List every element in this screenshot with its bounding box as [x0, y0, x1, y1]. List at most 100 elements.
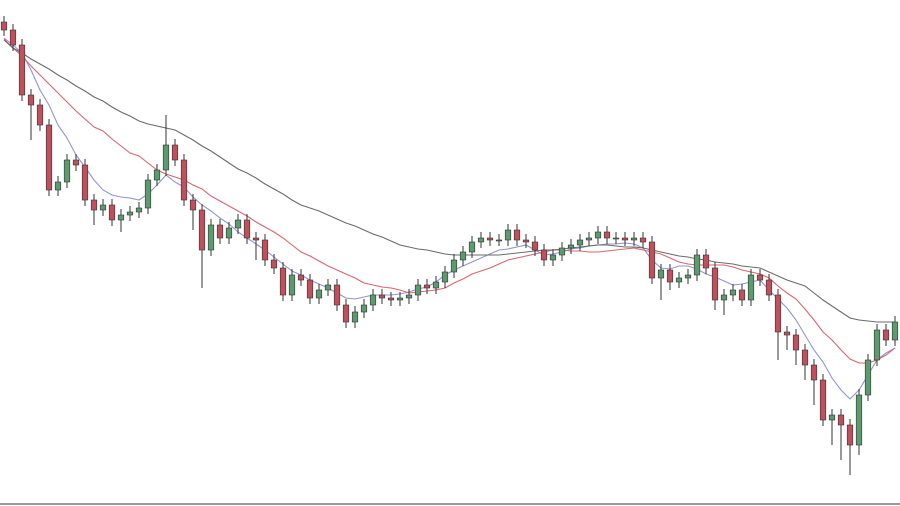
candle-body: [603, 231, 611, 239]
candle-body: [729, 289, 737, 296]
candle-body: [891, 321, 899, 341]
candle-body: [756, 274, 764, 281]
candle-body: [801, 349, 809, 366]
candle-body: [828, 414, 836, 421]
candle-body: [234, 219, 242, 229]
candle-body: [468, 241, 476, 253]
candle-body: [72, 159, 80, 166]
candle-body: [747, 274, 755, 301]
candle-body: [261, 239, 269, 261]
candle-body: [522, 239, 530, 243]
candle-body: [432, 281, 440, 289]
candle-body: [648, 241, 656, 279]
candle-body: [153, 169, 161, 181]
candle-body: [738, 289, 746, 301]
candle-body: [324, 284, 332, 291]
candle-body: [207, 224, 215, 251]
candle-body: [495, 239, 503, 242]
candle-body: [774, 294, 782, 333]
candle-body: [36, 104, 44, 126]
candle-body: [549, 254, 557, 261]
candle-body: [297, 274, 305, 281]
candle-body: [855, 394, 863, 446]
candle-body: [54, 181, 62, 191]
candle-body: [333, 284, 341, 306]
candle-body: [90, 199, 98, 211]
candle-body: [117, 214, 125, 221]
candle-body: [540, 249, 548, 261]
candle-body: [684, 274, 692, 279]
moving-average-line: [3, 37, 896, 400]
candle-body: [351, 311, 359, 323]
candle-body: [882, 329, 890, 341]
candle-body: [720, 294, 728, 301]
candle-body: [810, 364, 818, 381]
candle-body: [63, 159, 71, 183]
candle-body: [567, 244, 575, 249]
candle-body: [693, 254, 701, 276]
candle-body: [108, 204, 116, 221]
candle-body: [369, 294, 377, 306]
candle-body: [225, 227, 233, 239]
candle-body: [846, 424, 854, 446]
candle-body: [675, 277, 683, 283]
candle-body: [189, 199, 197, 211]
candle-body: [405, 294, 413, 299]
candle-body: [9, 29, 17, 46]
candle-body: [180, 159, 188, 201]
candle-body: [459, 251, 467, 261]
candle-body: [531, 241, 539, 251]
candle-body: [639, 237, 647, 243]
candle-body: [594, 231, 602, 239]
candle-body: [576, 239, 584, 246]
candle-body: [657, 269, 665, 279]
candle-body: [126, 211, 134, 216]
candle-body: [171, 144, 179, 161]
candle-body: [450, 259, 458, 273]
candle-body: [702, 254, 710, 269]
candle-body: [558, 247, 566, 256]
candle-body: [99, 204, 107, 211]
candle-body: [873, 329, 881, 361]
candle-body: [378, 294, 386, 299]
candle-body: [477, 237, 485, 243]
candle-body: [81, 164, 89, 201]
candle-body: [783, 331, 791, 336]
candle-body: [0, 21, 8, 31]
candle-body: [711, 267, 719, 301]
candle-body: [504, 229, 512, 241]
candle-body: [513, 229, 521, 241]
candle-body: [18, 44, 26, 96]
candle-body: [162, 144, 170, 171]
candle-body: [279, 267, 287, 296]
candle-body: [792, 334, 800, 351]
candle-body: [396, 297, 404, 301]
candle-body: [270, 259, 278, 269]
candle-body: [864, 359, 872, 396]
candle-body: [360, 304, 368, 313]
candle-body: [765, 279, 773, 296]
candle-body: [387, 297, 395, 301]
candle-body: [666, 269, 674, 283]
candle-body: [198, 209, 206, 251]
candle-body: [144, 179, 152, 209]
moving-average-line: [3, 38, 896, 364]
candle-body: [216, 224, 224, 239]
candle-body: [819, 379, 827, 421]
candle-body: [342, 304, 350, 323]
candle-body: [243, 219, 251, 239]
candle-body: [486, 237, 494, 241]
candle-body: [423, 284, 431, 289]
candle-body: [630, 237, 638, 241]
candle-body: [585, 237, 593, 241]
candle-body: [135, 207, 143, 213]
candle-body: [837, 414, 845, 426]
candle-body: [441, 271, 449, 283]
candle-body: [414, 284, 422, 296]
candle-body: [252, 237, 260, 241]
candle-body: [315, 289, 323, 299]
candle-body: [45, 124, 53, 191]
candle-body: [27, 94, 35, 106]
